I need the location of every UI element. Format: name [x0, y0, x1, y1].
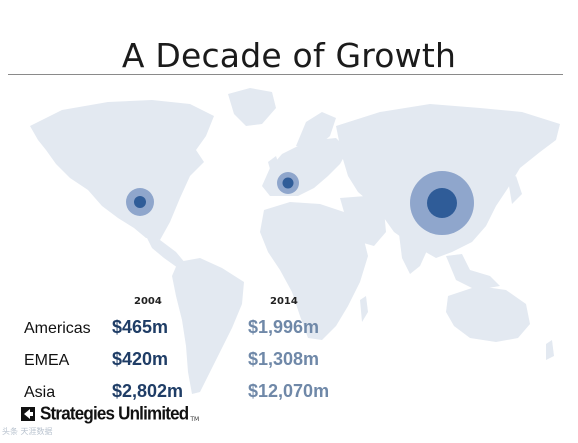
- central-america-landmass: [146, 236, 186, 268]
- scandinavia-landmass: [296, 112, 336, 148]
- value-americas-2014: $1,996m: [248, 317, 320, 337]
- row-label-emea: EMEA: [24, 352, 70, 369]
- column-header-2014: 2014: [270, 296, 298, 307]
- north-america-landmass: [30, 100, 214, 240]
- south-america-landmass: [172, 258, 244, 394]
- britain-landmass: [268, 156, 280, 176]
- strategies-unlimited-logo-icon: [21, 407, 35, 421]
- value-emea-2004: $420m: [112, 349, 169, 369]
- watermark: 头条 天涯数据: [2, 427, 53, 436]
- brand-name: Strategies Unlimited: [40, 403, 189, 424]
- americas-bubble-2004: [134, 196, 146, 208]
- asia-bubble-2004: [427, 188, 457, 218]
- middle-east-landmass: [340, 196, 386, 246]
- greenland-landmass: [228, 88, 276, 126]
- value-asia-2004: $2,802m: [112, 381, 184, 401]
- value-emea-2014: $1,308m: [248, 349, 320, 369]
- brand-logo: Strategies Unlimited TM: [20, 403, 200, 424]
- australia-landmass: [446, 286, 530, 342]
- value-americas-2004: $465m: [112, 317, 169, 337]
- row-label-americas: Americas: [24, 320, 91, 337]
- india-landmass: [398, 226, 430, 274]
- new-zealand-landmass: [546, 340, 554, 360]
- column-header-2004: 2004: [134, 296, 162, 307]
- madagascar-landmass: [360, 296, 368, 322]
- brand-trademark: TM: [190, 415, 200, 423]
- emea-bubble-2004: [282, 177, 294, 189]
- value-asia-2014: $12,070m: [248, 381, 330, 401]
- southeast-asia-landmass: [446, 254, 500, 290]
- title-divider: [8, 74, 563, 75]
- japan-landmass: [508, 176, 522, 204]
- africa-landmass: [260, 202, 368, 340]
- row-label-asia: Asia: [24, 384, 56, 401]
- slide-title: A Decade of Growth: [121, 36, 457, 75]
